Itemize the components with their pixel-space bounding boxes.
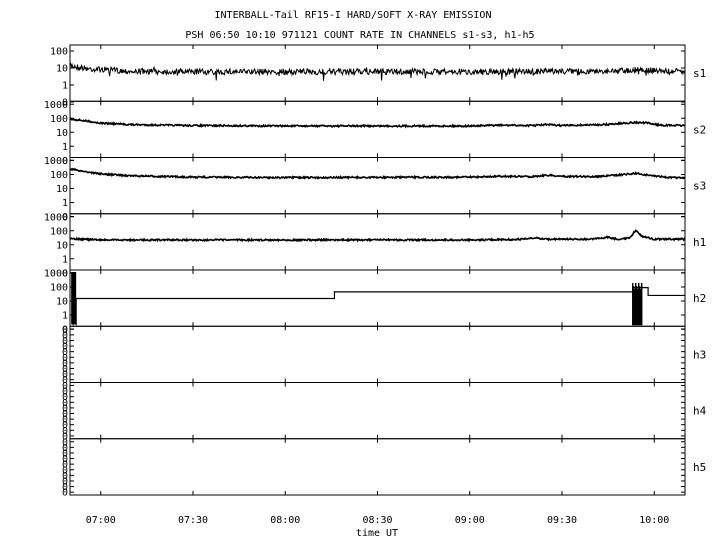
y-tick-label: 0 xyxy=(62,364,68,375)
x-tick-label: 08:30 xyxy=(362,515,392,526)
y-tick-label: 100 xyxy=(50,47,68,58)
y-tick-label: 0 xyxy=(62,465,68,476)
channel-label-h3: h3 xyxy=(693,348,706,361)
x-tick-label: 08:00 xyxy=(270,515,300,526)
y-tick-label: 0 xyxy=(62,476,68,487)
y-tick-label: 0 xyxy=(62,370,68,381)
series-h1 xyxy=(69,229,686,243)
x-tick-label: 09:30 xyxy=(547,515,577,526)
y-tick-label: 0 xyxy=(62,398,68,409)
y-tick-label: 100 xyxy=(50,170,68,181)
y-tick-label: 0 xyxy=(62,460,68,471)
channel-label-h1: h1 xyxy=(693,236,706,249)
y-tick-label: 0 xyxy=(62,426,68,437)
y-tick-label: 10 xyxy=(56,240,68,251)
y-tick-label: 1000 xyxy=(44,269,68,280)
y-tick-label: 0 xyxy=(62,471,68,482)
y-tick-label: 0 xyxy=(62,488,68,499)
y-tick-label: 100 xyxy=(50,114,68,125)
y-tick-label: 1000 xyxy=(44,100,68,111)
burst-end-h2 xyxy=(632,283,643,326)
channel-label-s1: s1 xyxy=(693,67,706,80)
chart-title: INTERBALL-Tail RF15-I HARD/SOFT X-RAY EM… xyxy=(215,10,492,21)
y-tick-label: 0 xyxy=(62,353,68,364)
y-tick-label: 0 xyxy=(62,347,68,358)
burst-start-h2 xyxy=(71,272,77,325)
y-tick-label: 1 xyxy=(62,254,68,265)
y-tick-label: 1 xyxy=(62,81,68,92)
channel-label-h2: h2 xyxy=(693,292,706,305)
y-tick-label: 0 xyxy=(62,325,68,336)
panel-frame xyxy=(69,157,686,215)
y-tick-label: 1000 xyxy=(44,156,68,167)
y-tick-label: 0 xyxy=(62,381,68,392)
series-h2 xyxy=(72,271,685,326)
y-tick-label: 100 xyxy=(50,283,68,294)
y-tick-label: 0 xyxy=(62,387,68,398)
panel-frame xyxy=(69,100,686,158)
y-tick-label: 0 xyxy=(62,403,68,414)
x-tick-label: 07:00 xyxy=(86,515,116,526)
channel-label-h4: h4 xyxy=(693,405,707,418)
y-tick-label: 10 xyxy=(56,184,68,195)
y-tick-label: 0 xyxy=(62,342,68,353)
y-tick-label: 0 xyxy=(62,420,68,431)
series-s3 xyxy=(69,167,686,181)
channel-label-h5: h5 xyxy=(693,461,706,474)
y-tick-label: 0 xyxy=(62,268,68,279)
y-tick-label: 0 xyxy=(62,212,68,223)
y-tick-label: 1 xyxy=(62,311,68,322)
y-tick-label: 10 xyxy=(56,297,68,308)
y-tick-label: 0 xyxy=(62,443,68,454)
y-tick-label: 0 xyxy=(62,448,68,459)
y-tick-label: 0 xyxy=(62,431,68,442)
x-tick-label: 09:00 xyxy=(455,515,485,526)
y-tick-label: 0 xyxy=(62,325,68,336)
x-axis-label: time UT xyxy=(356,528,398,539)
panel-frame xyxy=(69,382,686,440)
y-tick-label: 0 xyxy=(62,482,68,493)
panel-frame xyxy=(69,438,686,496)
panel-frame xyxy=(69,325,686,383)
y-tick-label: 10 xyxy=(56,64,68,75)
y-tick-label: 1 xyxy=(62,142,68,153)
channel-label-s3: s3 xyxy=(693,180,706,193)
y-tick-label: 0 xyxy=(62,156,68,167)
series-s1 xyxy=(69,61,686,81)
y-tick-label: 0 xyxy=(62,454,68,465)
panel-frame xyxy=(69,213,686,271)
series-s2 xyxy=(69,117,686,129)
x-tick-label: 10:00 xyxy=(639,515,669,526)
y-tick-label: 100 xyxy=(50,226,68,237)
y-tick-label: 0 xyxy=(62,98,68,109)
chart-subtitle: PSH 06:50 10:10 971121 COUNT RATE IN CHA… xyxy=(185,30,534,41)
x-tick-label: 07:30 xyxy=(178,515,208,526)
y-tick-label: 0 xyxy=(62,409,68,420)
y-tick-label: 10 xyxy=(56,128,68,139)
y-tick-label: 0 xyxy=(62,375,68,386)
y-tick-label: 0 xyxy=(62,415,68,426)
channel-panels: 1001010s110001001010s210001001010s310001… xyxy=(44,44,707,499)
y-tick-label: 1000 xyxy=(44,212,68,223)
y-tick-label: 1 xyxy=(62,198,68,209)
y-tick-label: 0 xyxy=(62,392,68,403)
x-axis-ticks: 07:00 07:30 08:00 08:30 09:00 09:30 10:00 xyxy=(86,515,670,526)
y-tick-label: 0 xyxy=(62,437,68,448)
y-tick-label: 0 xyxy=(62,330,68,341)
y-tick-label: 0 xyxy=(62,336,68,347)
channel-label-s2: s2 xyxy=(693,123,706,136)
y-tick-label: 0 xyxy=(62,358,68,369)
